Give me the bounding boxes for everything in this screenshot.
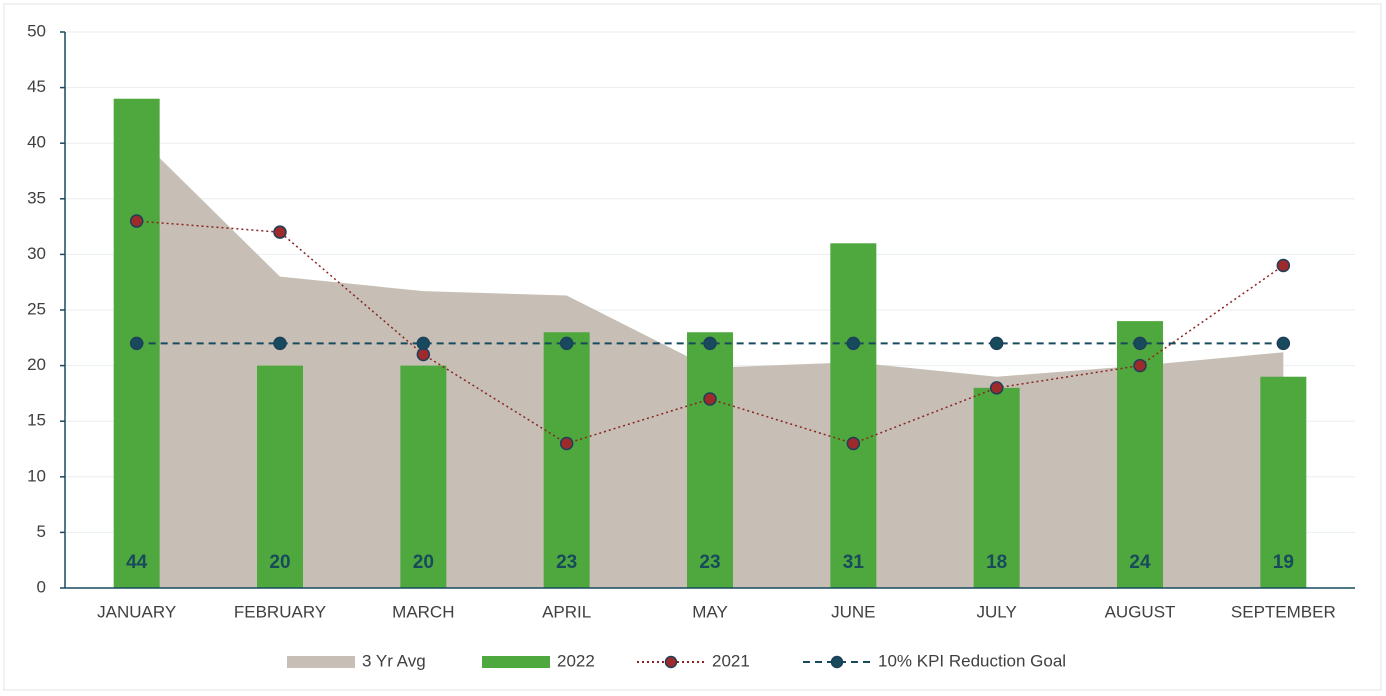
bar <box>400 365 447 588</box>
bar <box>830 243 877 588</box>
line-marker <box>1276 258 1291 273</box>
line-marker <box>416 347 431 362</box>
data-label: 31 <box>843 552 865 573</box>
line-marker <box>989 336 1004 351</box>
data-label: 20 <box>269 552 290 573</box>
x-tick-label: FEBRUARY <box>234 602 326 621</box>
bar <box>257 365 303 588</box>
line-marker <box>703 336 717 351</box>
y-tick-label: 35 <box>27 188 46 207</box>
legend-label: 3 Yr Avg <box>362 651 426 670</box>
line-marker <box>1276 336 1291 351</box>
bar <box>543 332 590 588</box>
y-tick-label: 15 <box>27 411 46 430</box>
legend-swatch <box>287 656 355 668</box>
line-marker <box>703 392 717 406</box>
x-tick-label: JUNE <box>831 602 875 621</box>
line-marker <box>273 225 287 239</box>
legend-marker <box>664 655 678 669</box>
line-marker <box>559 436 574 451</box>
x-tick-label: APRIL <box>542 602 591 621</box>
y-tick-label: 50 <box>27 21 46 40</box>
line-marker <box>989 381 1004 395</box>
y-tick-label: 30 <box>27 244 46 263</box>
data-label: 20 <box>413 552 434 573</box>
x-tick-label: MAY <box>692 602 728 621</box>
legend-marker <box>830 655 844 669</box>
x-tick-label: AUGUST <box>1105 602 1176 621</box>
y-tick-label: 0 <box>37 577 46 596</box>
legend-label: 10% KPI Reduction Goal <box>878 651 1066 670</box>
line-marker <box>846 436 861 451</box>
bar <box>687 332 733 588</box>
bar <box>973 387 1020 588</box>
line-marker <box>129 336 144 351</box>
line-marker <box>1133 336 1147 351</box>
x-tick-label: MARCH <box>392 602 454 621</box>
legend-label: 2022 <box>557 651 595 670</box>
data-label: 18 <box>986 552 1007 573</box>
x-tick-label: JANUARY <box>97 602 176 621</box>
line-marker <box>273 336 287 351</box>
data-label: 23 <box>699 552 720 573</box>
legend-swatch <box>482 656 550 668</box>
y-tick-label: 10 <box>27 466 46 485</box>
y-tick-label: 5 <box>37 522 46 541</box>
data-label: 19 <box>1273 552 1294 573</box>
data-label: 24 <box>1129 552 1151 573</box>
y-tick-label: 45 <box>27 77 46 96</box>
line-marker <box>559 336 574 351</box>
line-marker <box>846 336 861 351</box>
x-tick-label: SEPTEMBER <box>1231 602 1336 621</box>
y-tick-label: 25 <box>27 299 46 318</box>
line-marker <box>416 336 431 351</box>
data-label: 44 <box>126 552 148 573</box>
y-tick-label: 40 <box>27 133 46 152</box>
legend-label: 2021 <box>712 651 750 670</box>
line-marker <box>1133 358 1147 373</box>
line-marker <box>129 214 144 228</box>
bar <box>1260 376 1307 588</box>
data-label: 23 <box>556 552 577 573</box>
x-tick-label: JULY <box>977 602 1017 621</box>
y-tick-label: 20 <box>27 355 46 374</box>
